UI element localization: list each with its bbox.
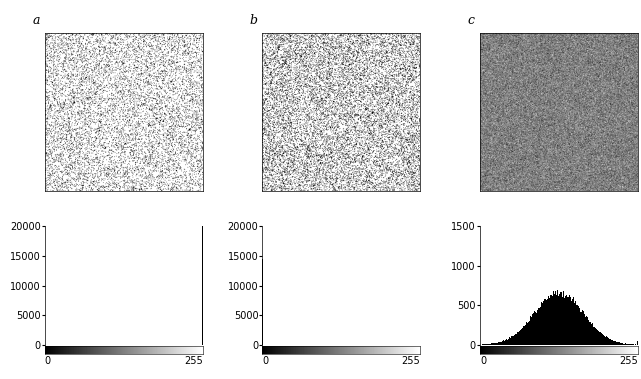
Text: 0: 0	[262, 356, 269, 366]
Text: b: b	[250, 14, 258, 27]
Text: 0: 0	[45, 356, 51, 366]
Text: 255: 255	[619, 356, 638, 366]
Text: 255: 255	[184, 356, 203, 366]
Text: 0: 0	[480, 356, 487, 366]
Text: 255: 255	[401, 356, 420, 366]
Text: a: a	[32, 14, 40, 27]
Text: c: c	[467, 14, 474, 27]
